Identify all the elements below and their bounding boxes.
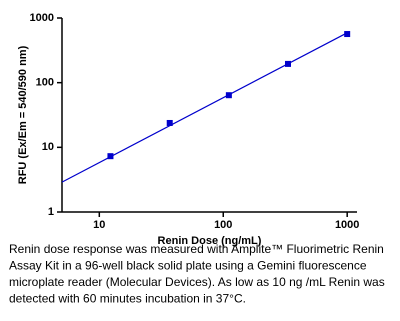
y-tick-label: 100 [36, 77, 54, 89]
x-tick-label: 10 [93, 219, 105, 231]
y-tick-label: 1 [48, 206, 54, 218]
x-tick-label: 1000 [335, 219, 359, 231]
caption-line: Renin dose response was measured with Am… [9, 242, 384, 256]
data-point [344, 31, 351, 38]
x-axis-label: Renin Dose (ng/mL) [158, 235, 262, 247]
caption-line: microplate reader (Molecular Devices). A… [9, 275, 385, 289]
data-point [166, 119, 173, 126]
x-tick-label: 100 [214, 219, 232, 231]
y-tick-label: 1000 [30, 12, 54, 24]
y-tick-label: 10 [42, 141, 54, 153]
caption-line: Assay Kit in a 96-well black solid plate… [9, 259, 367, 273]
data-point [107, 153, 114, 160]
caption-line: detected with 60 minutes incubation in 3… [9, 292, 246, 306]
data-point [284, 60, 291, 67]
data-point [225, 92, 232, 99]
y-axis-label: RFU (Ex/Em = 540/590 nm) [17, 45, 29, 184]
fit-line [61, 32, 348, 183]
